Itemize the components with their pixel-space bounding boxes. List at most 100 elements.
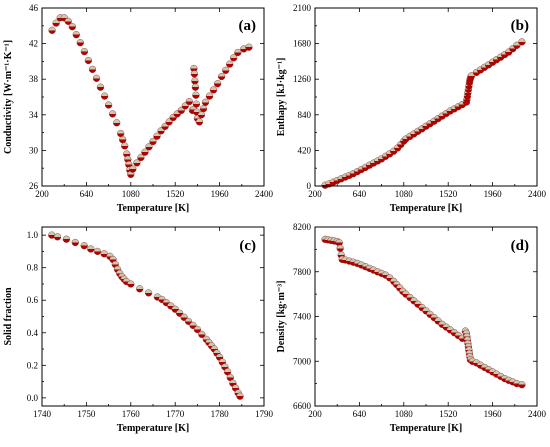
y-tick-label: 34 [29,110,39,120]
data-point [177,106,185,115]
x-tick-label: 1520 [166,189,185,199]
y-tick-label: 26 [29,181,39,191]
y-tick-label: 1260 [293,74,312,84]
panel-label: (a) [239,18,257,34]
data-point [104,101,113,109]
data-point [205,92,214,100]
panel-label: (b) [511,18,529,34]
chart-panel-1: 200 640 1080 1520 1960 2400 26 30 34 38 42 46 Temper… [3,3,274,214]
data-point [119,136,127,144]
data-point [87,245,95,253]
x-tick-label: 1780 [211,409,230,419]
x-tick-label: 640 [80,189,94,199]
data-point [209,86,218,94]
x-tick-label: 1750 [77,409,96,419]
data-point [48,26,56,34]
data-point [518,38,526,46]
chart-panel-4: 200 640 1080 1520 1960 2400 6600 7000 7400 7800 82… [276,222,547,434]
data-point [80,47,89,56]
data-point [62,235,71,243]
x-tick-label: 1960 [484,189,503,199]
x-tick-label: 1770 [166,409,185,419]
data-point [185,97,193,106]
data-points [321,235,526,389]
y-tick-label: 6600 [293,401,312,411]
y-axis-title: Conductivity [W·m⁻¹·K⁻¹] [3,40,14,154]
data-point [518,381,526,389]
y-tick-label: 0.2 [27,360,38,370]
y-tick-label: 1.0 [27,230,39,240]
data-point [236,392,244,400]
y-tick-label: 46 [29,3,39,13]
x-tick-label: 1080 [395,189,414,199]
data-point [176,309,184,317]
data-point [234,48,242,57]
data-point [165,118,173,126]
chart-panel-3: 1740 1750 1760 1770 1780 1790 0.0 0.2 0.4 0.6 0.8 1… [3,226,274,434]
data-point [226,60,234,68]
data-point [180,313,188,321]
data-point [513,41,521,49]
x-tick-label: 200 [308,409,322,419]
data-point [201,98,210,106]
data-point [100,92,109,100]
panel-label: (c) [239,238,256,254]
data-point [133,159,141,167]
y-tick-label: 420 [298,145,312,155]
y-tick-label: 38 [29,74,39,84]
data-point [141,148,149,156]
y-tick-label: 7800 [293,267,312,277]
data-point [145,143,153,151]
data-point [117,129,125,138]
data-point [108,110,117,118]
data-point [129,165,137,173]
x-tick-label: 1740 [33,409,52,419]
chart-panel-2: 200 640 1080 1520 1960 2400 0 420 840 1260 1680 210… [276,3,547,214]
data-point [222,66,230,74]
data-points [48,231,244,400]
data-point [218,72,226,81]
y-tick-label: 42 [29,39,38,49]
y-tick-label: 0.6 [27,295,39,305]
y-tick-label: 2100 [293,3,312,13]
x-tick-label: 640 [353,409,367,419]
x-tick-label: 1960 [484,409,503,419]
y-tick-label: 840 [298,110,312,120]
x-tick-label: 2400 [528,409,547,419]
y-axis-title: Solid fraction [3,287,14,345]
data-point [336,244,344,252]
data-point [189,321,197,330]
data-point [198,330,206,339]
x-tick-label: 1790 [255,409,274,419]
x-tick-label: 2400 [255,189,274,199]
data-point [93,247,102,256]
x-axis-title: Temperature [K] [117,203,190,214]
plot-frame [314,7,538,187]
y-tick-label: 8200 [293,222,312,232]
y-tick-label: 0.8 [27,263,39,273]
data-point [71,238,79,247]
y-axis-title: Enthapy [kJ·kg⁻¹] [276,58,287,137]
data-point [195,118,204,126]
data-point [145,289,153,297]
data-point [88,65,97,74]
x-axis-title: Temperature [K] [390,203,463,214]
data-point [76,39,84,47]
data-point [214,80,222,88]
data-points [48,14,253,179]
data-point [230,54,238,62]
panel-label: (d) [511,238,529,254]
data-point [84,56,93,65]
y-tick-label: 0.4 [27,328,39,338]
data-point [153,132,161,140]
data-point [68,23,76,31]
y-tick-label: 7400 [293,312,312,322]
x-axis-title: Temperature [K] [117,423,190,434]
y-tick-label: 0.0 [27,393,39,403]
data-point [197,111,206,119]
data-point [96,83,105,91]
data-point [191,77,199,85]
x-tick-label: 2400 [528,189,547,199]
data-point [193,325,202,334]
x-tick-label: 1080 [122,189,141,199]
